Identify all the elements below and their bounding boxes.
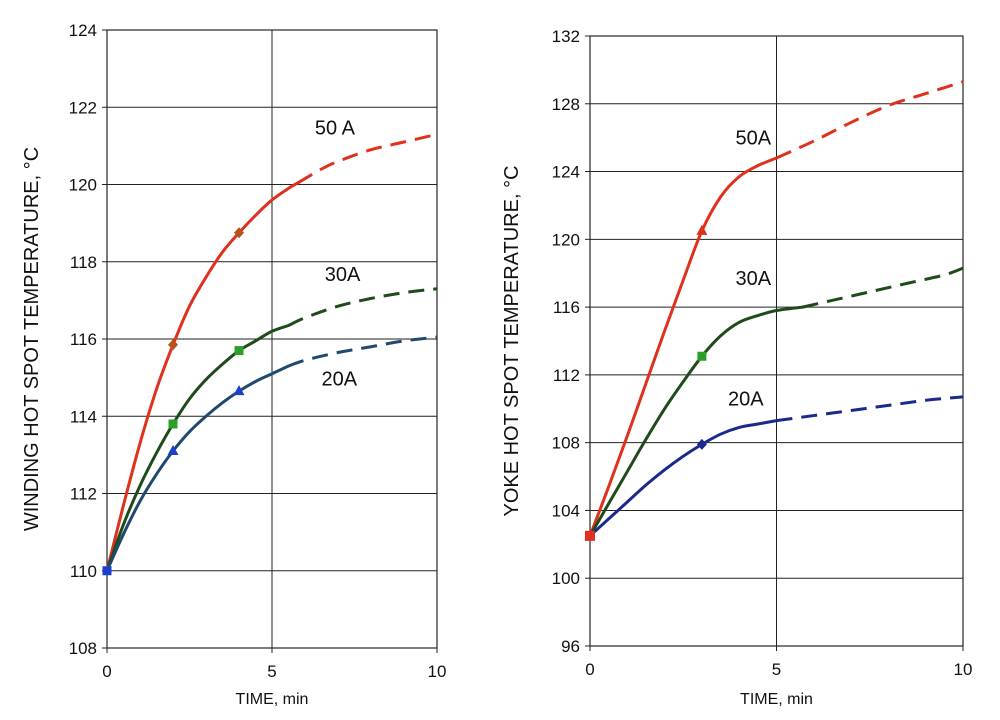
x-axis-label: TIME, min bbox=[236, 691, 309, 708]
x-tick-label: 10 bbox=[954, 660, 973, 679]
series-line-dashed bbox=[776, 395, 964, 423]
x-axis-label: TIME, min bbox=[740, 691, 813, 708]
y-tick-label: 114 bbox=[70, 407, 97, 426]
series-line-solid bbox=[105, 323, 290, 573]
data-point bbox=[697, 351, 707, 361]
y-tick-label: 96 bbox=[561, 637, 580, 656]
y-axis-label: YOKE HOT SPOT TEMPERATURE, °C bbox=[501, 165, 523, 516]
series-line-solid bbox=[588, 305, 805, 538]
x-tick-label: 10 bbox=[428, 662, 447, 681]
y-axis-label: WINDING HOT SPOT TEMPERATURE, °C bbox=[21, 147, 43, 531]
origin-point bbox=[585, 530, 595, 541]
series-20a: 20A bbox=[588, 388, 964, 538]
y-tick-label: 116 bbox=[553, 298, 580, 317]
series-30a: 30A bbox=[105, 264, 438, 573]
data-point bbox=[168, 419, 178, 429]
data-point bbox=[696, 224, 708, 235]
y-tick-label: 124 bbox=[69, 21, 97, 40]
series-label: 50 A bbox=[315, 117, 356, 139]
series-line-solid bbox=[105, 364, 290, 573]
y-tick-label: 128 bbox=[552, 95, 580, 114]
series-line-solid bbox=[588, 419, 778, 538]
series-label: 20A bbox=[322, 368, 358, 390]
series-label: 20A bbox=[728, 388, 764, 410]
data-point bbox=[233, 385, 245, 396]
y-tick-label: 118 bbox=[70, 253, 97, 272]
yoke-temperature-chart: 96 100 104 108 112 116 120 124 128 132 0 5 10 TIME, m… bbox=[501, 27, 972, 708]
y-tick-label: 112 bbox=[553, 366, 580, 385]
x-tick-label: 0 bbox=[585, 660, 594, 679]
y-tick-label: 124 bbox=[552, 163, 580, 182]
y-tick-label: 122 bbox=[69, 98, 97, 117]
x-tick-label: 5 bbox=[772, 660, 781, 679]
x-tick-label: 5 bbox=[267, 662, 276, 681]
data-point bbox=[696, 438, 707, 450]
data-point bbox=[234, 346, 244, 356]
series-label: 50A bbox=[735, 127, 771, 149]
y-tick-label: 112 bbox=[70, 485, 97, 504]
winding-temperature-chart: 108 110 112 114 116 118 120 122 124 0 5 10 TIME, min… bbox=[21, 21, 446, 708]
data-point bbox=[167, 445, 179, 456]
series-30a: 30A bbox=[588, 266, 964, 538]
series-line-solid bbox=[588, 156, 778, 538]
series-line-solid bbox=[105, 181, 300, 573]
series-line-dashed bbox=[802, 266, 964, 309]
series-50a: 50 A bbox=[105, 117, 438, 573]
series-line-dashed bbox=[287, 335, 438, 368]
series-line-dashed bbox=[775, 80, 964, 160]
x-tick-label: 0 bbox=[102, 662, 111, 681]
y-tick-label: 108 bbox=[69, 639, 97, 658]
series-20a: 20A bbox=[105, 335, 438, 573]
data-point bbox=[234, 227, 244, 239]
y-tick-label: 120 bbox=[552, 230, 580, 249]
y-tick-label: 132 bbox=[552, 27, 580, 46]
y-tick-label: 108 bbox=[552, 434, 580, 453]
y-tick-label: 100 bbox=[552, 569, 580, 588]
y-tick-label: 104 bbox=[552, 501, 580, 520]
y-tick-label: 110 bbox=[70, 562, 97, 581]
series-label: 30A bbox=[735, 268, 771, 290]
origin-point bbox=[102, 566, 112, 576]
series-50a: 50A bbox=[584, 80, 964, 540]
y-tick-label: 120 bbox=[69, 176, 97, 195]
data-point bbox=[168, 339, 178, 351]
series-label: 30A bbox=[325, 264, 361, 286]
series-line-dashed bbox=[297, 132, 438, 184]
y-tick-label: 116 bbox=[70, 330, 97, 349]
